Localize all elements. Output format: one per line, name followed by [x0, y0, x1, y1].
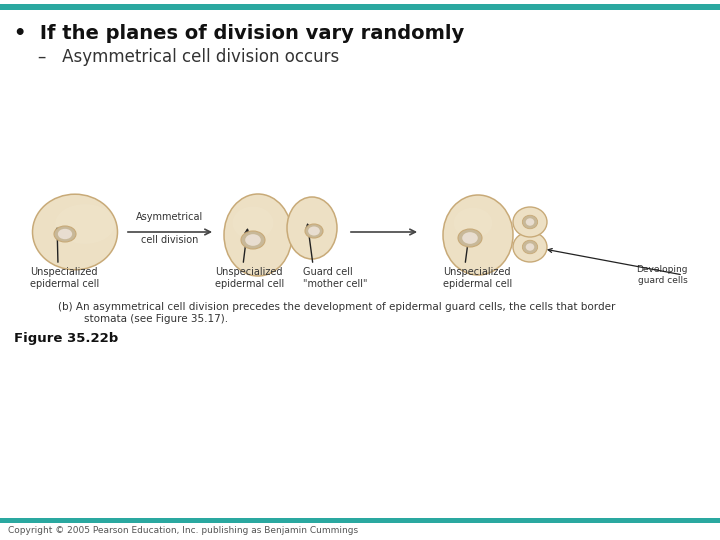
- Text: cell division: cell division: [141, 235, 199, 245]
- Ellipse shape: [308, 226, 320, 235]
- Text: Unspecialized
epidermal cell: Unspecialized epidermal cell: [215, 267, 284, 288]
- Ellipse shape: [246, 234, 261, 246]
- Text: –   Asymmetrical cell division occurs: – Asymmetrical cell division occurs: [38, 48, 339, 66]
- Text: (b) An asymmetrical cell division precedes the development of epidermal guard ce: (b) An asymmetrical cell division preced…: [58, 302, 616, 323]
- Ellipse shape: [305, 224, 323, 238]
- Text: Copyright © 2005 Pearson Education, Inc. publishing as Benjamin Cummings: Copyright © 2005 Pearson Education, Inc.…: [8, 526, 358, 535]
- Ellipse shape: [526, 218, 534, 226]
- Ellipse shape: [522, 240, 538, 254]
- Ellipse shape: [224, 194, 292, 276]
- Text: •  If the planes of division vary randomly: • If the planes of division vary randoml…: [14, 24, 464, 43]
- Ellipse shape: [241, 231, 265, 249]
- Ellipse shape: [32, 194, 117, 270]
- Ellipse shape: [233, 207, 274, 239]
- Text: Asymmetrical: Asymmetrical: [136, 212, 204, 222]
- Ellipse shape: [54, 226, 76, 242]
- Ellipse shape: [462, 232, 478, 244]
- Ellipse shape: [58, 229, 72, 239]
- Text: Unspecialized
epidermal cell: Unspecialized epidermal cell: [443, 267, 512, 288]
- Text: Guard cell
"mother cell": Guard cell "mother cell": [303, 267, 367, 288]
- Ellipse shape: [513, 207, 547, 237]
- Bar: [0, 4, 720, 10]
- Ellipse shape: [513, 232, 547, 262]
- Text: Figure 35.22b: Figure 35.22b: [14, 332, 118, 345]
- Text: Developing
guard cells: Developing guard cells: [636, 265, 688, 285]
- Ellipse shape: [443, 195, 513, 275]
- Ellipse shape: [522, 215, 538, 229]
- Ellipse shape: [458, 229, 482, 247]
- Ellipse shape: [55, 204, 114, 244]
- Ellipse shape: [287, 197, 337, 259]
- Text: Unspecialized
epidermal cell: Unspecialized epidermal cell: [30, 267, 99, 288]
- Ellipse shape: [526, 243, 534, 251]
- Ellipse shape: [454, 208, 492, 238]
- Bar: [0, 518, 720, 523]
